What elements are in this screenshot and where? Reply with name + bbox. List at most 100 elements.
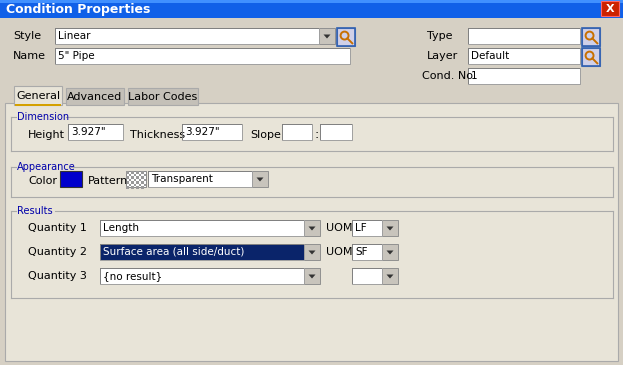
Text: Quantity 2: Quantity 2	[28, 247, 87, 257]
Bar	[14, 86, 62, 105]
Text: Surface area (all side/duct): Surface area (all side/duct)	[103, 247, 244, 257]
Bar	[337, 28, 355, 46]
Text: 3.927": 3.927"	[185, 127, 220, 137]
Bar	[582, 48, 600, 66]
Bar	[55, 28, 319, 44]
Text: Pattern: Pattern	[88, 176, 128, 186]
Text: Cond. No.: Cond. No.	[422, 71, 477, 81]
Bar	[136, 171, 138, 173]
Bar	[100, 244, 304, 260]
Polygon shape	[386, 274, 394, 278]
Bar	[126, 186, 128, 188]
Bar	[141, 186, 143, 188]
Text: Quantity 1: Quantity 1	[28, 223, 87, 233]
Text: Length: Length	[103, 223, 139, 233]
Text: LF: LF	[355, 223, 366, 233]
Bar	[320, 124, 352, 140]
Bar	[136, 176, 138, 178]
Polygon shape	[323, 35, 330, 38]
Text: Layer: Layer	[427, 51, 459, 61]
Text: Linear: Linear	[58, 31, 90, 41]
Bar	[126, 171, 146, 187]
Bar	[131, 176, 133, 178]
Text: X: X	[606, 4, 614, 14]
Bar	[252, 171, 268, 187]
Text: 5" Pipe: 5" Pipe	[58, 51, 95, 61]
Text: General: General	[16, 91, 60, 101]
Text: 3.927": 3.927"	[71, 127, 106, 137]
Bar	[582, 28, 600, 46]
Bar	[15, 104, 61, 106]
Text: Labor Codes: Labor Codes	[128, 92, 197, 102]
Bar	[5, 103, 618, 361]
Bar	[133, 173, 136, 176]
Bar	[141, 176, 143, 178]
Text: Height: Height	[28, 130, 65, 140]
Bar	[468, 48, 580, 64]
Bar	[182, 124, 242, 140]
Text: SF: SF	[355, 247, 368, 257]
Bar	[352, 268, 382, 284]
Text: :: :	[315, 128, 319, 142]
Text: UOM: UOM	[326, 247, 353, 257]
Text: Slope: Slope	[250, 130, 281, 140]
Text: Default: Default	[471, 51, 509, 61]
Bar	[352, 244, 382, 260]
Polygon shape	[308, 250, 315, 254]
Text: UOM: UOM	[326, 223, 353, 233]
Bar	[128, 178, 131, 181]
Text: Results: Results	[17, 206, 52, 216]
Polygon shape	[308, 274, 315, 278]
Polygon shape	[308, 227, 315, 231]
Bar	[68, 124, 123, 140]
Bar	[148, 171, 252, 187]
Bar	[131, 186, 133, 188]
Bar	[468, 68, 580, 84]
Bar	[382, 220, 398, 236]
Bar	[133, 178, 136, 181]
Bar	[337, 28, 355, 46]
Bar	[282, 124, 312, 140]
Bar	[131, 171, 133, 173]
Bar	[126, 176, 128, 178]
Bar	[304, 244, 320, 260]
Bar	[126, 171, 128, 173]
Text: Name: Name	[13, 51, 46, 61]
Bar	[582, 28, 600, 46]
Bar	[60, 171, 82, 187]
Bar	[143, 178, 146, 181]
Text: Type: Type	[427, 31, 452, 41]
Bar	[382, 244, 398, 260]
Bar	[66, 88, 124, 105]
Bar	[100, 220, 304, 236]
Bar	[138, 184, 141, 186]
Bar	[126, 181, 128, 184]
Bar	[133, 184, 136, 186]
Bar	[128, 173, 131, 176]
Bar	[382, 268, 398, 284]
Text: Thickness: Thickness	[130, 130, 185, 140]
Bar	[319, 28, 335, 44]
Bar	[138, 178, 141, 181]
Bar	[100, 268, 304, 284]
Bar	[141, 181, 143, 184]
Text: Dimension: Dimension	[17, 112, 69, 122]
Bar	[136, 181, 138, 184]
Bar	[55, 48, 350, 64]
Bar	[131, 181, 133, 184]
Bar	[138, 173, 141, 176]
Polygon shape	[257, 177, 264, 181]
Bar	[143, 184, 146, 186]
Text: Style: Style	[13, 31, 41, 41]
Text: Transparent: Transparent	[151, 174, 213, 184]
Bar	[468, 28, 580, 44]
Bar	[128, 184, 131, 186]
Bar	[601, 1, 619, 16]
Bar	[136, 186, 138, 188]
Bar	[582, 48, 600, 66]
Bar	[128, 88, 198, 105]
Polygon shape	[386, 227, 394, 231]
Text: Quantity 3: Quantity 3	[28, 271, 87, 281]
Bar	[0, 0, 623, 3]
Bar	[143, 173, 146, 176]
